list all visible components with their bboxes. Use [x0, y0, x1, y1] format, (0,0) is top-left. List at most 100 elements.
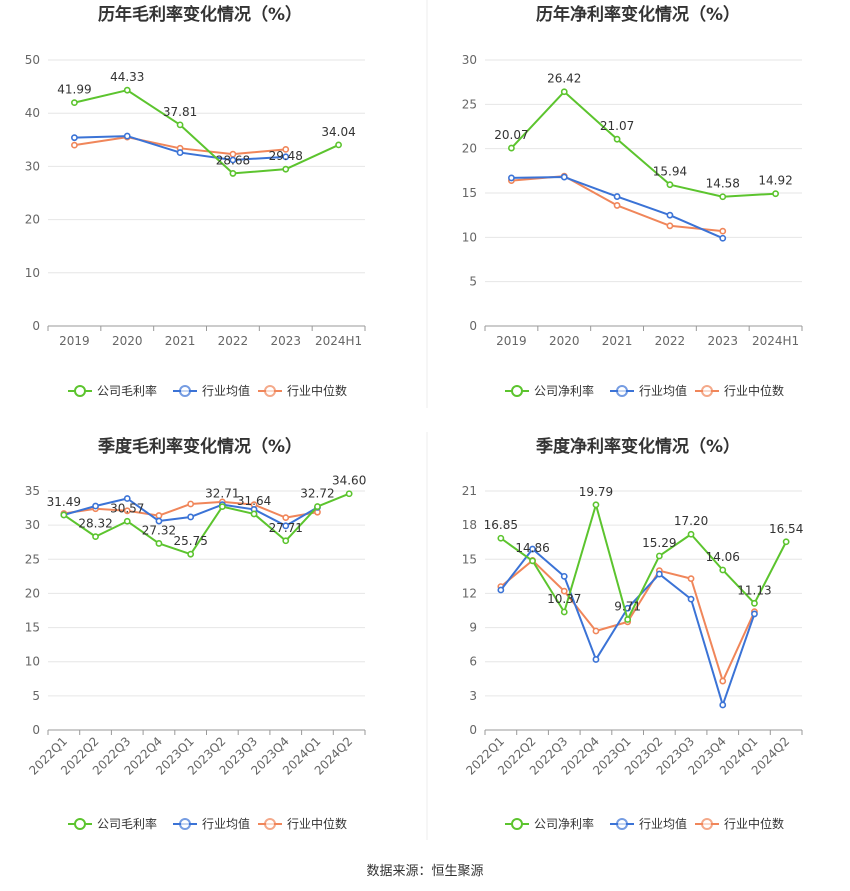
data-point: [71, 99, 78, 107]
data-label: 37.81: [163, 105, 197, 119]
data-point: [751, 610, 758, 618]
data-point: [282, 145, 290, 153]
data-label: 16.54: [769, 522, 803, 536]
data-label: 21.07: [600, 119, 634, 133]
y-tick-label: 15: [25, 621, 40, 635]
data-label: 10.37: [547, 592, 581, 606]
series-line-company: [74, 89, 340, 175]
x-tick-label: 2020: [112, 334, 143, 348]
data-point: [345, 490, 353, 498]
y-tick-label: 0: [469, 319, 477, 333]
legend-item: 公司净利率: [505, 816, 594, 831]
data-label: 27.71: [269, 521, 303, 535]
legend-item: 公司毛利率: [68, 383, 157, 398]
data-point: [92, 502, 99, 510]
y-tick-label: 50: [25, 53, 40, 67]
y-tick-label: 18: [462, 518, 477, 532]
y-tick-label: 12: [462, 586, 477, 600]
legend-marker: [264, 385, 276, 397]
data-point: [282, 165, 290, 173]
y-tick-label: 20: [25, 213, 40, 227]
legend-item: 行业中位数: [695, 383, 784, 398]
data-label: 34.04: [321, 125, 355, 139]
legend-item: 行业中位数: [258, 383, 347, 398]
data-point: [155, 540, 163, 547]
legend-label: 行业均值: [639, 383, 687, 398]
legend-label: 行业均值: [202, 816, 250, 831]
legend-item: 行业均值: [610, 383, 687, 398]
data-point: [687, 530, 695, 538]
data-point: [92, 533, 99, 541]
data-point: [719, 193, 727, 201]
x-tick-label: 2021: [602, 334, 633, 348]
data-label: 27.32: [142, 523, 176, 537]
chart-panel-1: 历年毛利率变化情况（%） 0 10 20 30 40 50 2019 2020 2021 2022 2…: [25, 4, 366, 398]
x-tick-label: 2019: [496, 334, 527, 348]
legend-item: 行业均值: [610, 816, 687, 831]
y-tick-label: 3: [469, 689, 477, 703]
legend-marker: [74, 818, 86, 830]
legend-marker: [616, 385, 628, 397]
data-label: 34.60: [332, 474, 366, 488]
x-tick-label: 2021: [165, 334, 196, 348]
data-point: [560, 572, 568, 580]
data-label: 28.32: [78, 517, 112, 531]
data-point: [176, 149, 184, 156]
data-point: [282, 537, 290, 545]
data-point: [624, 616, 632, 623]
legend-item: 行业均值: [173, 816, 250, 831]
data-label: 29.48: [269, 149, 303, 163]
legend-item: 行业中位数: [258, 816, 347, 831]
y-tick-label: 10: [462, 230, 477, 244]
data-label: 25.75: [173, 534, 207, 548]
chart-title: 历年毛利率变化情况（%）: [98, 4, 302, 25]
data-point: [187, 500, 195, 508]
y-tick-label: 15: [462, 186, 477, 200]
y-tick-label: 20: [462, 142, 477, 156]
data-point: [592, 501, 600, 509]
x-tick-label: 2023: [270, 334, 301, 348]
x-tick-label: 2024H1: [752, 334, 799, 348]
data-point: [71, 134, 78, 142]
data-point: [719, 234, 727, 242]
data-point: [71, 141, 78, 149]
data-point: [592, 656, 600, 663]
legend-label: 行业中位数: [287, 816, 347, 831]
x-tick-label: 2022: [655, 334, 686, 348]
y-tick-label: 5: [469, 275, 477, 289]
y-tick-label: 10: [25, 266, 40, 280]
data-point: [335, 141, 342, 149]
data-point: [782, 538, 790, 546]
legend-marker: [616, 818, 628, 830]
data-point: [497, 534, 505, 542]
data-point: [719, 701, 727, 709]
series-line-company: [500, 503, 788, 621]
data-point: [218, 503, 226, 511]
data-point: [123, 495, 131, 502]
data-label: 14.58: [706, 177, 740, 191]
legend-marker: [179, 818, 191, 830]
x-tick-label: 2020: [549, 334, 580, 348]
data-point: [314, 503, 321, 510]
data-point: [60, 511, 68, 519]
data-point: [508, 144, 515, 152]
data-point: [560, 173, 568, 181]
data-label: 32.72: [300, 487, 334, 501]
data-point: [613, 202, 621, 209]
data-point: [560, 587, 568, 595]
y-tick-label: 30: [462, 53, 477, 67]
data-point: [751, 599, 758, 607]
y-tick-label: 40: [25, 106, 40, 120]
legend-item: 公司净利率: [505, 383, 594, 398]
data-label: 17.20: [674, 514, 708, 528]
data-label: 9.71: [614, 599, 641, 613]
legend-marker: [511, 818, 523, 830]
chart-title: 历年净利率变化情况（%）: [536, 4, 740, 25]
y-tick-label: 25: [25, 552, 40, 566]
legend-label: 公司净利率: [534, 383, 594, 398]
legend-item: 行业均值: [173, 383, 250, 398]
data-point: [687, 575, 695, 583]
data-point: [250, 510, 258, 518]
data-point: [155, 517, 163, 525]
